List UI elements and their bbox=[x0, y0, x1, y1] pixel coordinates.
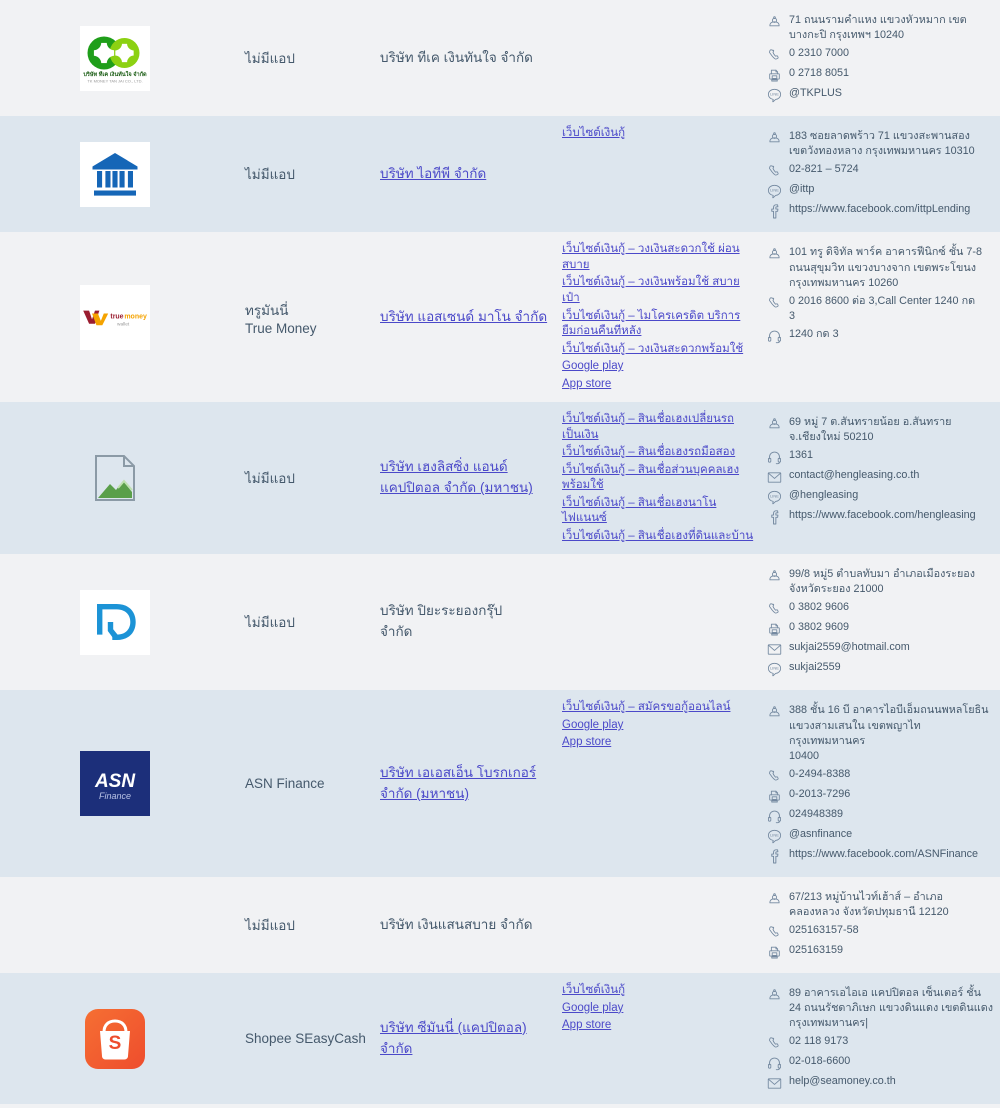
svg-text:S: S bbox=[109, 1033, 122, 1054]
svg-text:money: money bbox=[124, 314, 147, 321]
svg-text:wallet: wallet bbox=[117, 322, 130, 328]
svg-text:ASN: ASN bbox=[94, 771, 136, 792]
svg-text:บริษัท ทีเค เงินทันใจ จำกัด: บริษัท ทีเค เงินทันใจ จำกัด bbox=[83, 70, 147, 78]
svg-text:TK MONEY TAN JAI CO., LTD.: TK MONEY TAN JAI CO., LTD. bbox=[87, 79, 142, 84]
svg-text:true: true bbox=[110, 314, 123, 321]
svg-text:Finance: Finance bbox=[99, 791, 131, 801]
